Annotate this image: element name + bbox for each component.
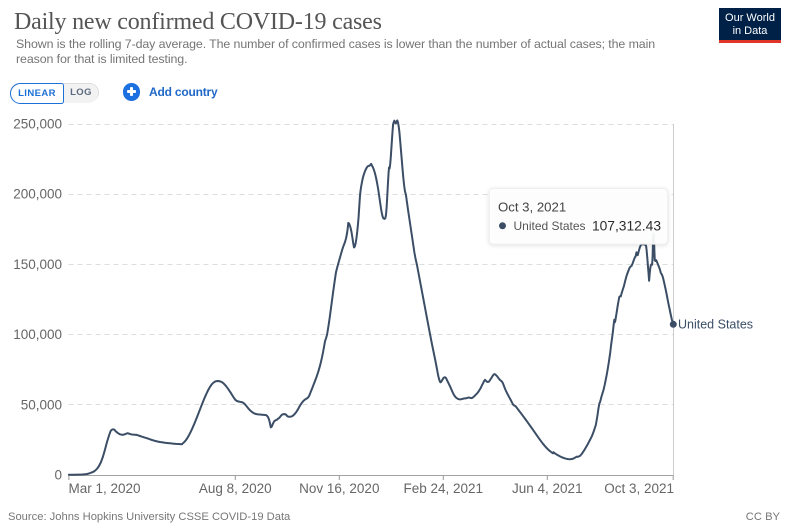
- svg-text:United States: United States: [514, 219, 586, 233]
- svg-text:United States: United States: [678, 318, 753, 332]
- svg-text:0: 0: [54, 468, 62, 483]
- svg-text:200,000: 200,000: [13, 187, 62, 202]
- svg-text:Oct 3, 2021: Oct 3, 2021: [604, 481, 674, 496]
- svg-text:Jun 4, 2021: Jun 4, 2021: [512, 481, 583, 496]
- svg-text:Aug 8, 2020: Aug 8, 2020: [199, 481, 272, 496]
- svg-text:150,000: 150,000: [13, 257, 62, 272]
- svg-text:Mar 1, 2020: Mar 1, 2020: [69, 481, 141, 496]
- svg-text:107,312.43: 107,312.43: [592, 219, 661, 234]
- svg-text:Feb 24, 2021: Feb 24, 2021: [404, 481, 484, 496]
- svg-text:Nov 16, 2020: Nov 16, 2020: [299, 481, 379, 496]
- svg-text:50,000: 50,000: [21, 397, 62, 412]
- svg-text:Oct 3, 2021: Oct 3, 2021: [498, 200, 566, 215]
- svg-text:250,000: 250,000: [13, 117, 62, 132]
- svg-text:100,000: 100,000: [13, 327, 62, 342]
